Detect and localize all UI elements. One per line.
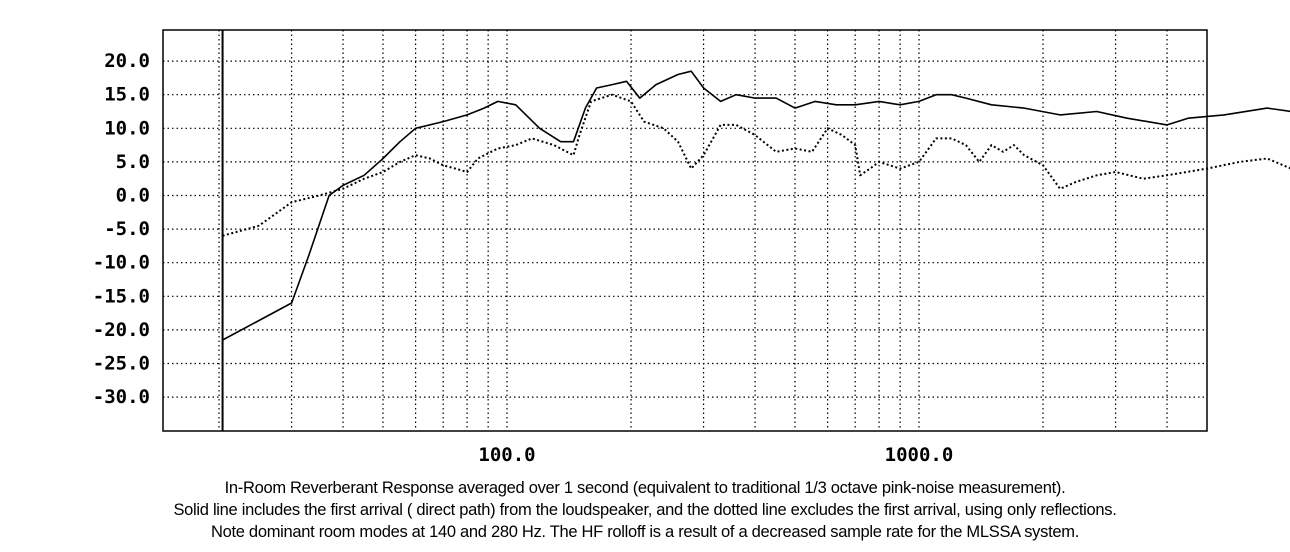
plot-area [162, 29, 1208, 432]
frequency-response-chart: 20.0 15.0 10.0 5.0 0.0 -5.0 -10.0 -15.0 -20.0 -25… [93, 29, 1290, 466]
chart-caption: In-Room Reverberant Response averaged ov… [0, 477, 1290, 543]
y-tick-label: -20.0 [93, 319, 150, 341]
y-tick-label: -25.0 [93, 353, 150, 375]
caption-line-3: Note dominant room modes at 140 and 280 … [211, 523, 1079, 541]
grid-lines [163, 30, 1207, 431]
y-tick-label: -30.0 [93, 386, 150, 408]
y-tick-label: 15.0 [104, 84, 150, 106]
caption-line-1: In-Room Reverberant Response averaged ov… [224, 479, 1066, 497]
y-tick-label: -10.0 [93, 252, 150, 274]
y-tick-label: 5.0 [116, 151, 150, 173]
data-lines [222, 70, 1290, 341]
caption-line-2: Solid line includes the first arrival ( … [173, 501, 1117, 519]
y-tick-label: -5.0 [104, 218, 150, 240]
x-tick-label: 100.0 [478, 444, 535, 466]
x-tick-label: 1000.0 [885, 444, 954, 466]
y-tick-label: 0.0 [116, 185, 150, 207]
y-tick-label: 10.0 [104, 117, 150, 139]
y-axis-tick-labels: 20.0 15.0 10.0 5.0 0.0 -5.0 -10.0 -15.0 -20.0 -25… [93, 50, 150, 408]
y-tick-label: 20.0 [104, 50, 150, 72]
series-line-solid [222, 70, 1290, 341]
y-tick-label: -15.0 [93, 285, 150, 307]
